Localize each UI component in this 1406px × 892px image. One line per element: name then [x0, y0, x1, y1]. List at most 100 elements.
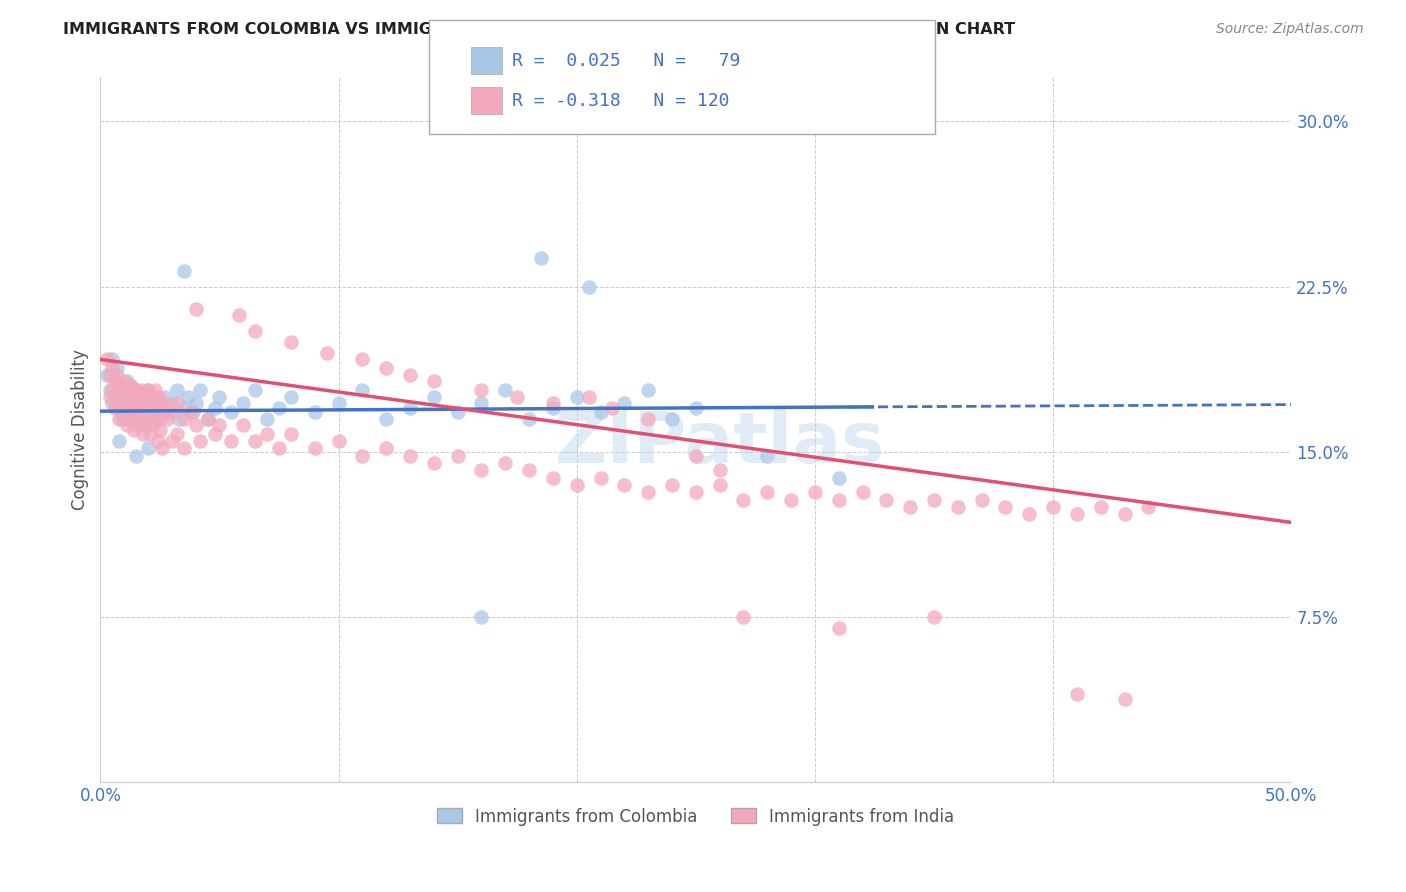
Text: R = -0.318   N = 120: R = -0.318 N = 120	[512, 92, 730, 110]
Point	[184, 418, 207, 433]
Point	[132, 427, 155, 442]
Point	[115, 383, 138, 397]
Point	[160, 405, 183, 419]
Point	[173, 264, 195, 278]
Point	[125, 383, 148, 397]
Point	[898, 500, 921, 514]
Point	[589, 471, 612, 485]
Point	[243, 434, 266, 448]
Point	[243, 324, 266, 338]
Point	[352, 450, 374, 464]
Point	[115, 375, 138, 389]
Point	[153, 396, 176, 410]
Point	[190, 383, 212, 397]
Point	[125, 405, 148, 419]
Point	[828, 471, 851, 485]
Point	[139, 401, 162, 415]
Point	[470, 462, 492, 476]
Point	[160, 434, 183, 448]
Point	[120, 379, 142, 393]
Point	[1090, 500, 1112, 514]
Point	[111, 405, 134, 419]
Point	[685, 450, 707, 464]
Point	[328, 396, 350, 410]
Point	[101, 361, 124, 376]
Point	[127, 396, 149, 410]
Point	[1066, 687, 1088, 701]
Point	[208, 390, 231, 404]
Point	[637, 383, 659, 397]
Legend: Immigrants from Colombia, Immigrants from India: Immigrants from Colombia, Immigrants fro…	[429, 799, 963, 834]
Point	[232, 396, 254, 410]
Point	[922, 610, 945, 624]
Point	[98, 383, 121, 397]
Point	[105, 368, 128, 382]
Point	[166, 396, 188, 410]
Point	[661, 478, 683, 492]
Point	[129, 383, 152, 397]
Point	[530, 251, 553, 265]
Point	[139, 427, 162, 442]
Point	[946, 500, 969, 514]
Point	[166, 383, 188, 397]
Point	[399, 368, 422, 382]
Point	[541, 401, 564, 415]
Point	[108, 401, 131, 415]
Point	[108, 379, 131, 393]
Point	[994, 500, 1017, 514]
Point	[221, 434, 243, 448]
Point	[184, 301, 207, 316]
Point	[149, 412, 172, 426]
Point	[243, 383, 266, 397]
Point	[423, 375, 446, 389]
Point	[304, 441, 326, 455]
Point	[135, 396, 157, 410]
Point	[1114, 691, 1136, 706]
Point	[565, 478, 588, 492]
Point	[150, 441, 173, 455]
Point	[267, 441, 290, 455]
Point	[181, 405, 204, 419]
Point	[125, 383, 148, 397]
Point	[613, 478, 636, 492]
Point	[851, 484, 873, 499]
Point	[129, 390, 152, 404]
Point	[256, 412, 278, 426]
Point	[120, 401, 142, 415]
Point	[105, 390, 128, 404]
Point	[733, 610, 755, 624]
Point	[352, 383, 374, 397]
Point	[173, 401, 195, 415]
Point	[685, 484, 707, 499]
Point	[118, 412, 141, 426]
Point	[828, 493, 851, 508]
Point	[146, 390, 169, 404]
Point	[197, 412, 219, 426]
Point	[98, 390, 121, 404]
Point	[142, 390, 165, 404]
Point	[156, 405, 179, 419]
Point	[399, 450, 422, 464]
Point	[118, 412, 141, 426]
Point	[125, 450, 148, 464]
Point	[115, 418, 138, 433]
Point	[1114, 507, 1136, 521]
Point	[375, 361, 398, 376]
Point	[96, 368, 118, 382]
Point	[578, 279, 600, 293]
Point	[111, 383, 134, 397]
Point	[315, 346, 337, 360]
Point	[136, 412, 159, 426]
Point	[136, 441, 159, 455]
Point	[143, 383, 166, 397]
Point	[637, 484, 659, 499]
Point	[221, 405, 243, 419]
Point	[423, 390, 446, 404]
Point	[146, 396, 169, 410]
Point	[589, 405, 612, 419]
Point	[637, 412, 659, 426]
Point	[756, 484, 779, 499]
Point	[256, 427, 278, 442]
Point	[108, 434, 131, 448]
Point	[304, 405, 326, 419]
